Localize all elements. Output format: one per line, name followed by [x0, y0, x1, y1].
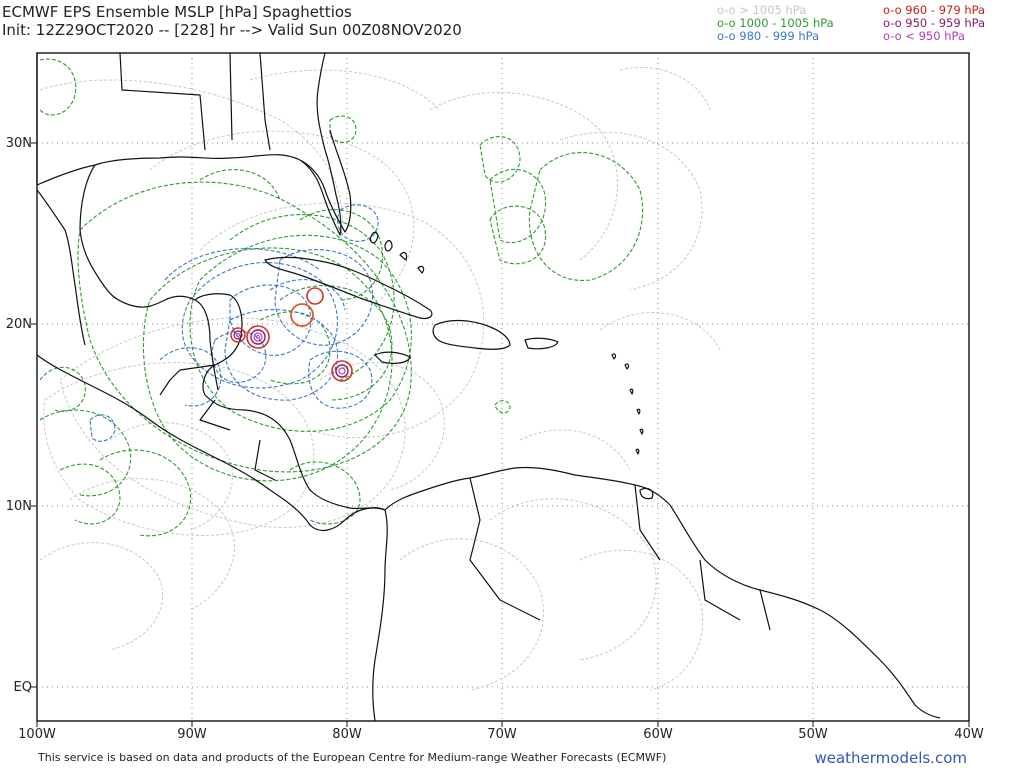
lon-label-50w: 50W: [798, 727, 828, 742]
low-nw-caribbean-1: [230, 327, 246, 343]
legend-950-959: o-o 950 - 959 hPa: [883, 16, 986, 30]
legend-980-999: o-o 980 - 999 hPa: [717, 29, 820, 43]
lon-label-100w: 100W: [18, 727, 56, 742]
site-link[interactable]: weathermodels.com: [814, 749, 967, 767]
lon-label-70w: 70W: [487, 727, 517, 742]
lon-label-60w: 60W: [643, 727, 673, 742]
low-cuba-2: [290, 303, 314, 327]
contours-1000-1005: [39, 58, 644, 537]
lon-label-80w: 80W: [332, 727, 362, 742]
legend-lt950: o-o < 950 hPa: [883, 29, 965, 43]
low-nw-caribbean-2: [246, 325, 270, 349]
chart-title: ECMWF EPS Ensemble MSLP [hPa] Spaghettio…: [2, 3, 352, 21]
lon-label-90w: 90W: [177, 727, 207, 742]
chart-subtitle: Init: 12Z29OCT2020 -- [228] hr --> Valid…: [2, 21, 462, 39]
lon-label-40w: 40W: [954, 727, 984, 742]
low-jamaica-south: [331, 360, 353, 382]
low-cuba-1: [306, 287, 324, 305]
legend-1000-1005: o-o 1000 - 1005 hPa: [717, 16, 834, 30]
legend-gt1005: o-o > 1005 hPa: [717, 3, 807, 17]
lat-label-30n: 30N: [5, 136, 32, 151]
graticule: [37, 53, 969, 721]
contours-gt1005: [39, 66, 721, 691]
map-border: [36, 52, 970, 722]
legend-960-979: o-o 960 - 979 hPa: [883, 3, 986, 17]
coastlines: [36, 52, 941, 722]
lat-label-eq: EQ: [13, 680, 32, 695]
footer-disclaimer: This service is based on data and produc…: [38, 751, 667, 764]
low-centers: [230, 287, 353, 382]
lat-label-20n: 20N: [5, 317, 32, 332]
axis-ticks: [31, 142, 970, 727]
lat-label-10n: 10N: [5, 499, 32, 514]
